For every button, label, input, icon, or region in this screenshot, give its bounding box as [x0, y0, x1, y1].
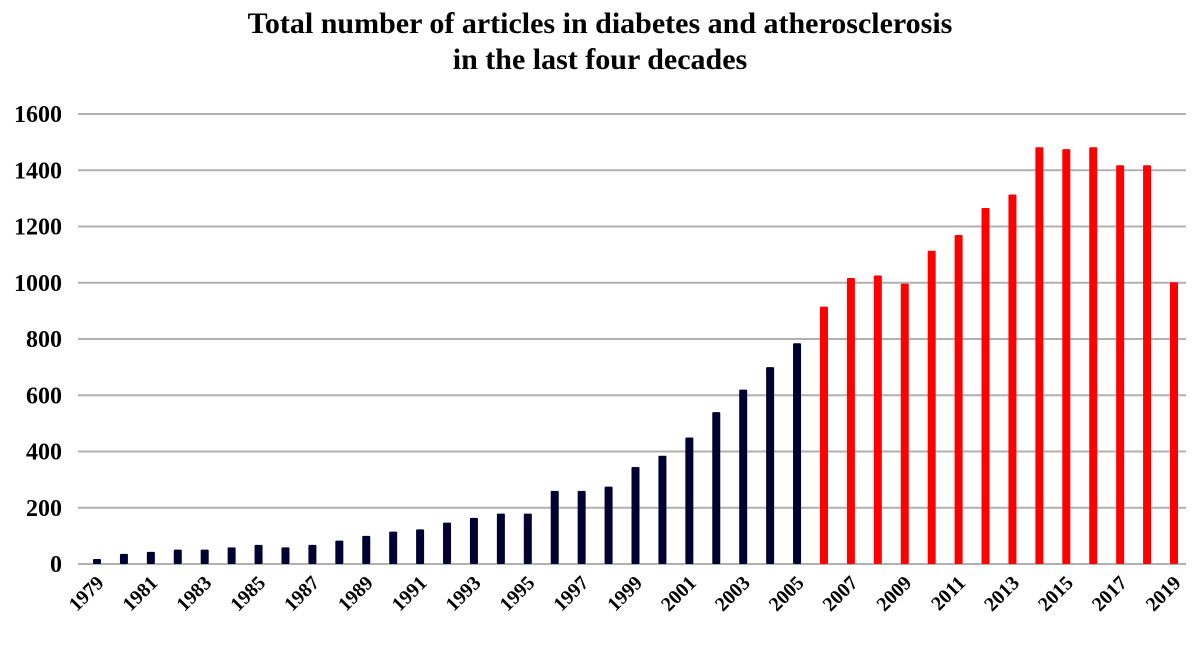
bar-1997 — [577, 490, 586, 564]
bar-2001 — [685, 437, 694, 564]
bar-1991 — [416, 529, 425, 564]
x-tick-label: 1987 — [280, 572, 324, 616]
bar-1993 — [469, 517, 478, 564]
x-tick-label: 2003 — [711, 572, 755, 616]
bar-2018 — [1143, 165, 1152, 564]
bar-1992 — [443, 522, 452, 564]
bar-1998 — [604, 486, 613, 564]
bar-1999 — [631, 466, 640, 564]
y-tick-label: 0 — [50, 552, 62, 578]
y-tick-label: 1000 — [14, 271, 62, 297]
bar-1986 — [281, 547, 290, 564]
bar-2019 — [1170, 282, 1178, 564]
bar-1988 — [335, 540, 344, 564]
x-tick-label: 1995 — [495, 572, 539, 616]
bar-2009 — [900, 283, 909, 564]
bar-1987 — [308, 544, 317, 564]
x-tick-label: 1979 — [65, 572, 109, 616]
bar-2015 — [1062, 149, 1071, 564]
bar-2011 — [954, 234, 963, 564]
bar-1996 — [550, 490, 559, 564]
chart-title-line1: Total number of articles in diabetes and… — [247, 7, 953, 40]
x-tick-label: 1989 — [334, 572, 378, 616]
bar-1981 — [146, 551, 155, 564]
y-tick-label: 1200 — [14, 215, 62, 241]
bar-2017 — [1116, 165, 1125, 564]
bar-2010 — [927, 250, 936, 564]
x-tick-label: 2001 — [657, 572, 701, 616]
x-tick-label: 1983 — [172, 572, 216, 616]
x-tick-label: 1999 — [603, 572, 647, 616]
bar-2013 — [1008, 194, 1017, 564]
bar-2007 — [846, 277, 855, 564]
x-tick-label: 2013 — [980, 572, 1024, 616]
y-tick-label: 400 — [26, 440, 62, 466]
bar-1982 — [173, 549, 182, 564]
bar-1983 — [200, 549, 209, 564]
y-tick-label: 800 — [26, 327, 62, 353]
x-tick-label: 1997 — [549, 572, 593, 616]
bar-1979 — [93, 558, 101, 564]
x-tick-label: 2009 — [872, 572, 916, 616]
bar-1985 — [254, 544, 263, 564]
bar-2008 — [873, 275, 882, 564]
bar-1980 — [119, 553, 128, 564]
x-tick-label: 2017 — [1088, 572, 1132, 616]
bar-2014 — [1035, 147, 1044, 564]
x-tick-label: 2011 — [927, 572, 970, 615]
x-tick-label: 1991 — [388, 572, 432, 616]
y-tick-label: 600 — [26, 383, 62, 409]
x-tick-label: 1985 — [226, 572, 270, 616]
bar-1990 — [389, 531, 398, 564]
bar-2004 — [766, 367, 775, 564]
bar-1994 — [496, 513, 505, 564]
bar-2016 — [1089, 147, 1098, 564]
x-tick-label: 2019 — [1142, 572, 1186, 616]
bar-1984 — [227, 547, 236, 564]
y-tick-label: 200 — [26, 496, 62, 522]
bar-2012 — [981, 207, 990, 564]
chart-title-line2: in the last four decades — [452, 43, 748, 76]
x-tick-label: 1993 — [442, 572, 486, 616]
x-tick-label: 1981 — [119, 572, 163, 616]
chart-title: Total number of articles in diabetes and… — [0, 6, 1200, 78]
bar-1989 — [362, 535, 371, 564]
bar-2005 — [793, 343, 802, 564]
x-tick-label: 2015 — [1034, 572, 1078, 616]
y-tick-label: 1400 — [14, 158, 62, 184]
y-tick-label: 1600 — [14, 102, 62, 128]
bar-2002 — [712, 412, 721, 564]
x-tick-label: 2007 — [819, 572, 863, 616]
bar-1995 — [523, 513, 532, 564]
bar-2006 — [819, 306, 828, 564]
bar-2003 — [739, 389, 748, 564]
bar-2000 — [658, 455, 667, 564]
x-tick-label: 2005 — [765, 572, 809, 616]
